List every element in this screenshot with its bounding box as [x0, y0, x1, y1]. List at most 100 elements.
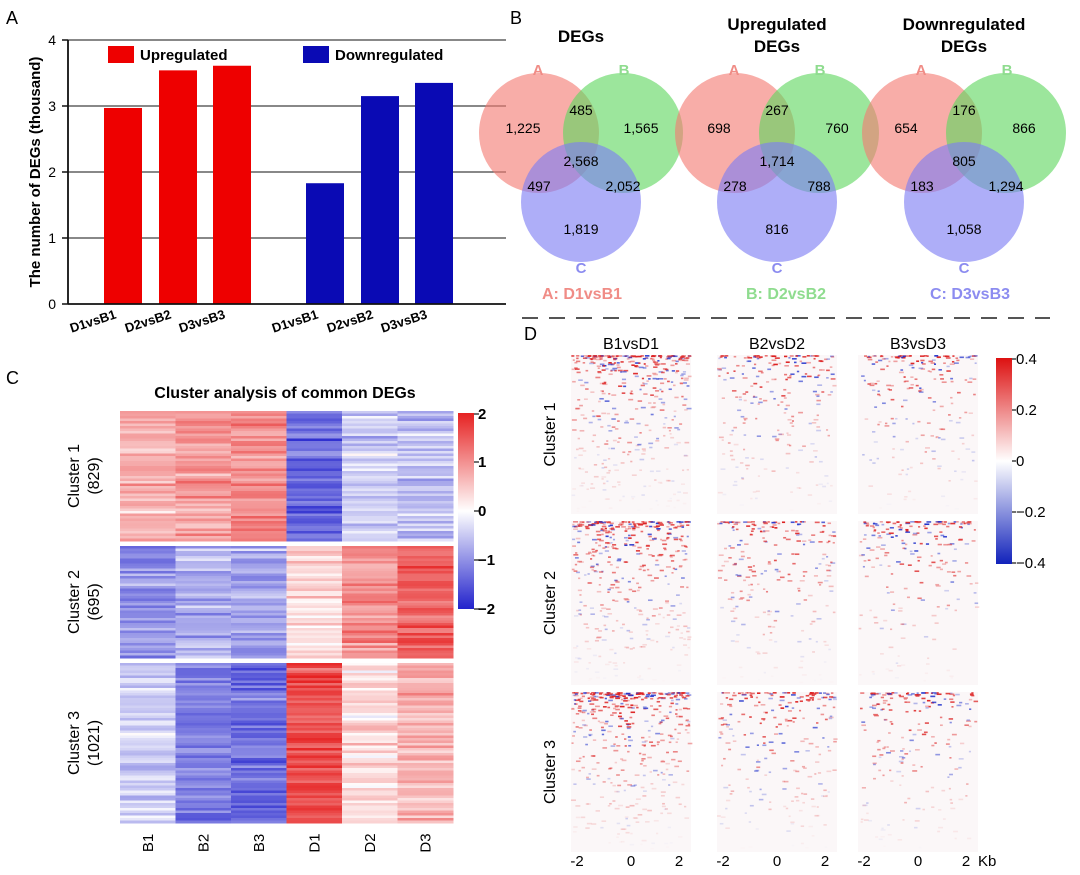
signal-mark: [572, 359, 575, 361]
signal-mark: [684, 377, 689, 380]
signal-mark: [586, 776, 589, 779]
signal-mark: [967, 837, 972, 840]
signal-mark: [598, 583, 601, 586]
heatmap-cell: [175, 635, 232, 639]
signal-mark: [602, 530, 608, 532]
signal-mark: [639, 458, 645, 461]
signal-mark: [877, 739, 881, 742]
signal-mark: [730, 547, 735, 549]
signal-mark: [596, 762, 600, 764]
signal-mark: [627, 750, 630, 753]
signal-mark: [589, 566, 595, 569]
heatmap-cell: [342, 615, 399, 619]
signal-mark: [778, 704, 782, 706]
signal-heatmap: [571, 692, 693, 852]
signal-mark: [583, 355, 587, 357]
heatmap-cell: [231, 516, 288, 520]
signal-mark: [827, 746, 830, 748]
signal-mark: [593, 358, 597, 360]
signal-mark: [625, 817, 628, 820]
signal-mark: [826, 541, 829, 544]
signal-mark: [956, 521, 959, 523]
signal-mark: [594, 522, 599, 525]
heatmap-cell: [175, 585, 232, 589]
heatmap-cell: [231, 705, 288, 709]
signal-mark: [614, 807, 620, 810]
signal-mark: [802, 575, 806, 577]
signal-mark: [582, 362, 586, 364]
y-tick-label: 3: [48, 98, 56, 114]
venn-region-ac: 183: [910, 178, 934, 194]
heatmap-cell: [286, 506, 343, 510]
heatmap-background: [571, 355, 691, 514]
signal-mark: [641, 839, 647, 842]
signal-mark: [905, 692, 909, 695]
x-tick-label: -2: [570, 853, 583, 870]
signal-mark: [811, 620, 816, 623]
signal-mark: [684, 441, 690, 444]
heatmap-cell: [286, 733, 343, 737]
signal-mark: [624, 521, 628, 523]
heatmap-cell: [286, 605, 343, 609]
signal-mark: [582, 357, 588, 360]
signal-mark: [933, 535, 939, 538]
signal-mark: [631, 722, 635, 725]
signal-mark: [650, 357, 653, 360]
signal-mark: [888, 669, 893, 672]
venn-circle-c: [717, 142, 837, 262]
heatmap-cell: [342, 683, 399, 687]
heatmap-cell: [175, 610, 232, 614]
signal-mark: [607, 355, 610, 357]
signal-mark: [949, 773, 953, 776]
signal-mark: [598, 552, 603, 555]
signal-mark: [936, 606, 940, 608]
heatmap-cell: [397, 553, 454, 557]
signal-mark: [576, 360, 581, 363]
signal-mark: [890, 591, 895, 593]
signal-mark: [884, 551, 890, 554]
signal-mark: [684, 654, 689, 656]
signal-mark: [607, 356, 611, 358]
x-tick-label: 0: [627, 853, 635, 870]
heatmap-cell: [397, 708, 454, 712]
heatmap-cell: [231, 456, 288, 460]
signal-mark: [796, 534, 800, 536]
heatmap-cell: [342, 815, 399, 819]
signal-mark: [575, 712, 580, 715]
heatmap-cell: [342, 553, 399, 557]
signal-mark: [607, 612, 613, 615]
signal-mark: [644, 697, 648, 699]
signal-mark: [833, 740, 837, 743]
signal-mark: [918, 390, 922, 392]
heatmap-cell: [286, 546, 343, 550]
signal-mark: [804, 373, 808, 375]
signal-mark: [684, 521, 688, 523]
heatmap-cell: [286, 565, 343, 569]
signal-mark: [830, 692, 834, 694]
heatmap-cell: [231, 703, 288, 707]
signal-mark: [675, 698, 681, 701]
signal-mark: [777, 553, 782, 555]
signal-mark: [910, 376, 914, 378]
heatmap-cell: [175, 448, 232, 452]
signal-mark: [679, 356, 684, 359]
signal-mark: [628, 450, 632, 453]
signal-mark: [595, 376, 601, 379]
signal-mark: [656, 378, 659, 380]
heatmap-cell: [286, 598, 343, 602]
signal-mark: [892, 422, 896, 425]
signal-mark: [660, 812, 664, 815]
signal-mark: [607, 588, 611, 591]
heatmap-cell: [286, 798, 343, 802]
signal-mark: [682, 492, 688, 494]
heatmap-cell: [231, 770, 288, 774]
signal-mark: [883, 357, 889, 360]
heatmap-cell: [175, 590, 232, 594]
heatmap-cell: [397, 753, 454, 757]
heatmap-cell: [397, 593, 454, 597]
signal-mark: [665, 762, 670, 765]
signal-mark: [937, 543, 942, 546]
signal-mark: [629, 648, 633, 650]
heatmap-cell: [397, 580, 454, 584]
signal-mark: [592, 710, 596, 713]
